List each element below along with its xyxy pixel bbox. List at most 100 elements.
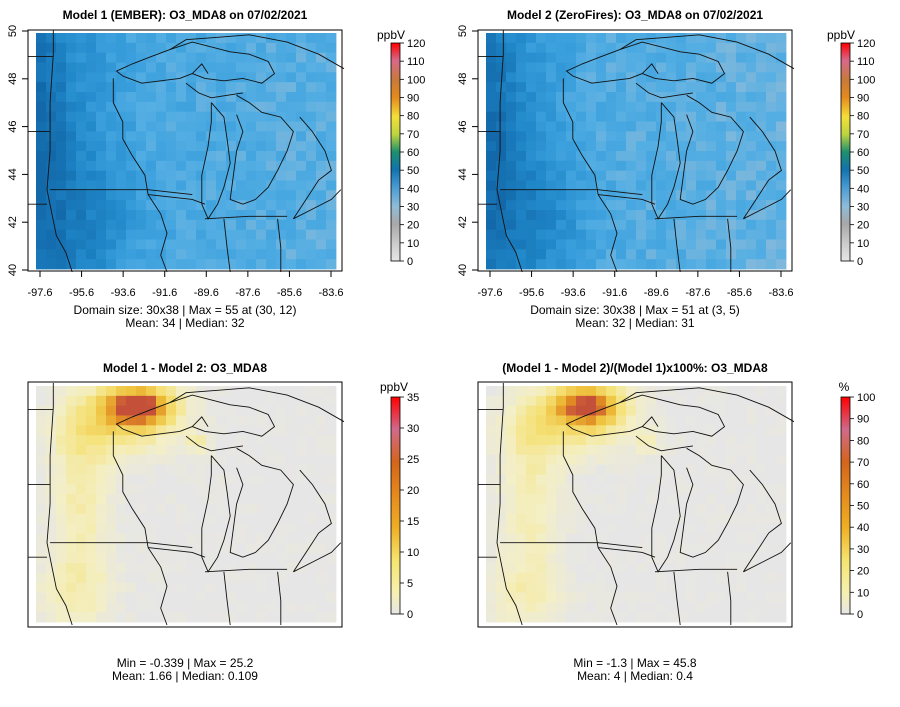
- heatmap-cell: [216, 386, 227, 397]
- heatmap-cell: [216, 131, 227, 142]
- heatmap-cell: [56, 612, 67, 623]
- heatmap-cell: [156, 33, 167, 44]
- heatmap-cell: [176, 543, 187, 554]
- heatmap-cell: [776, 92, 787, 103]
- heatmap-cell: [286, 454, 297, 466]
- boundary-line: [673, 571, 681, 626]
- heatmap-cell: [36, 229, 47, 240]
- heatmap-cell: [486, 131, 497, 142]
- heatmap-cell: [646, 445, 657, 456]
- heatmap-cell: [706, 435, 717, 446]
- heatmap-cell: [536, 454, 547, 466]
- heatmap-cell: [636, 160, 647, 172]
- heatmap-cell: [236, 553, 247, 564]
- heatmap-cell: [546, 415, 557, 426]
- colorbar-tick-label: 100: [407, 74, 425, 86]
- heatmap-cell: [626, 141, 637, 152]
- heatmap-cell: [696, 239, 707, 250]
- heatmap-cell: [726, 180, 737, 191]
- colorbar-tick-label: 70: [857, 457, 869, 469]
- heatmap-cell: [486, 121, 497, 132]
- heatmap-cell: [486, 190, 497, 201]
- heatmap-cell: [36, 484, 47, 495]
- heatmap-cell: [486, 62, 497, 73]
- heatmap-cell: [236, 180, 247, 191]
- heatmap-cell: [736, 151, 747, 162]
- heatmap-cell: [696, 259, 707, 270]
- heatmap-cell: [656, 72, 667, 83]
- heatmap-cell: [496, 190, 507, 201]
- heatmap-cell: [486, 572, 497, 584]
- heatmap-cell: [486, 484, 497, 495]
- heatmap-cell: [546, 484, 557, 495]
- heatmap-cell: [66, 219, 77, 231]
- heatmap-cell: [126, 563, 137, 574]
- heatmap-cell: [56, 229, 67, 240]
- heatmap-cell: [576, 151, 587, 162]
- heatmap-cell: [536, 405, 547, 416]
- heatmap-cell: [306, 494, 317, 505]
- heatmap-cell: [566, 141, 577, 152]
- heatmap-cell: [56, 200, 67, 211]
- heatmap-cell: [756, 395, 767, 407]
- heatmap-cell: [546, 160, 557, 172]
- heatmap-cell: [126, 131, 137, 142]
- heatmap-cell: [636, 101, 647, 113]
- heatmap-cell: [116, 454, 127, 466]
- heatmap-cell: [716, 523, 727, 534]
- heatmap-cell: [686, 151, 697, 162]
- heatmap-cell: [646, 92, 657, 103]
- heatmap-cell: [216, 239, 227, 250]
- heatmap-cell: [566, 72, 577, 83]
- heatmap-cell: [236, 592, 247, 603]
- heatmap-cell: [76, 42, 87, 54]
- heatmap-cell: [686, 553, 697, 564]
- heatmap-cell: [736, 543, 747, 554]
- heatmap-cell: [516, 494, 527, 505]
- boundary-line: [223, 571, 231, 626]
- heatmap-cell: [576, 612, 587, 623]
- heatmap-cell: [296, 239, 307, 250]
- heatmap-cell: [326, 229, 337, 240]
- heatmap-cell: [496, 200, 507, 211]
- heatmap-cell: [596, 612, 607, 623]
- heatmap-cell: [746, 219, 757, 231]
- heatmap-cell: [646, 533, 657, 544]
- heatmap-cell: [646, 474, 657, 485]
- heatmap-cell: [146, 170, 157, 181]
- heatmap-cell: [306, 52, 317, 63]
- heatmap-cell: [326, 543, 337, 554]
- heatmap-cell: [676, 435, 687, 446]
- heatmap-cell: [556, 474, 567, 485]
- heatmap-cell: [116, 386, 127, 397]
- heatmap-cell: [716, 33, 727, 44]
- heatmap-cell: [106, 425, 117, 436]
- heatmap-cell: [96, 160, 107, 172]
- heatmap-cell: [556, 239, 567, 250]
- x-tick-label: -91.6: [152, 287, 177, 299]
- heatmap-cell: [156, 582, 167, 593]
- heatmap-cell: [696, 52, 707, 63]
- heatmap-cell: [606, 190, 617, 201]
- heatmap-cell: [506, 229, 517, 240]
- heatmap-cell: [316, 190, 327, 201]
- heatmap-cell: [156, 405, 167, 416]
- heatmap-cell: [196, 190, 207, 201]
- heatmap-cell: [736, 415, 747, 426]
- heatmap-cell: [56, 259, 67, 270]
- heatmap-cell: [496, 386, 507, 397]
- heatmap-cell: [486, 474, 497, 485]
- heatmap-cell: [166, 151, 177, 162]
- heatmap-cell: [266, 219, 277, 231]
- heatmap-cell: [166, 210, 177, 221]
- heatmap-cell: [206, 210, 217, 221]
- heatmap-cell: [596, 33, 607, 44]
- heatmap-cell: [46, 229, 57, 240]
- heatmap-cell: [506, 572, 517, 584]
- heatmap-cell: [246, 592, 257, 603]
- boundary-line: [147, 194, 168, 273]
- heatmap-cell: [616, 82, 627, 93]
- heatmap-cell: [126, 425, 137, 436]
- heatmap-cell: [106, 553, 117, 564]
